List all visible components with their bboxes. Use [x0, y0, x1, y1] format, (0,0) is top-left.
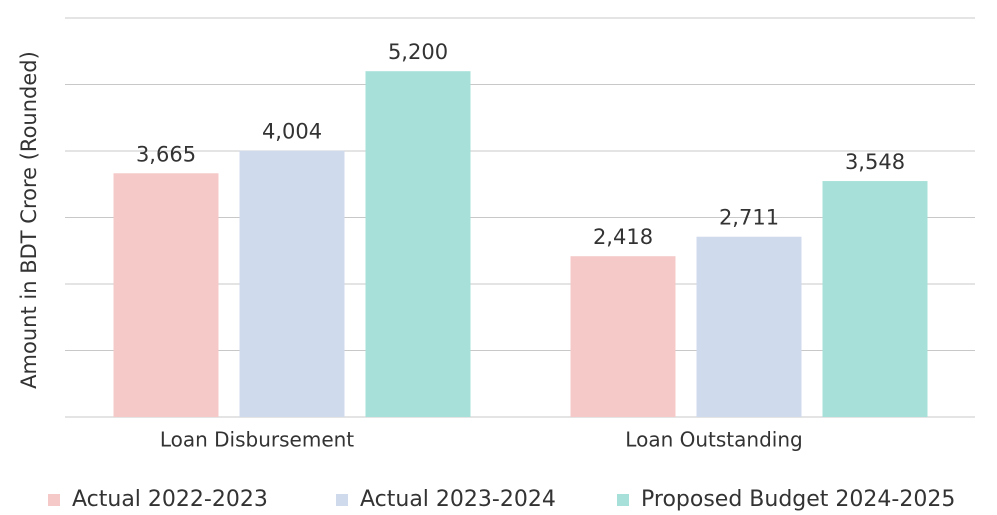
legend-label: Actual 2023-2024	[360, 487, 556, 512]
bar	[365, 71, 471, 417]
legend-swatch	[617, 494, 629, 506]
value-label: 3,665	[136, 142, 196, 166]
bar	[822, 181, 928, 417]
legend-swatch	[48, 494, 60, 506]
legend-label: Proposed Budget 2024-2025	[641, 487, 955, 512]
x-tick-label: Loan Disbursement	[160, 428, 354, 452]
value-label: 5,200	[388, 40, 448, 64]
legend-swatch	[336, 494, 348, 506]
y-axis-label: Amount in BDT Crore (Rounded)	[17, 51, 41, 389]
legend-label: Actual 2022-2023	[72, 487, 268, 512]
value-label: 2,711	[719, 206, 779, 230]
bar	[696, 236, 802, 417]
x-tick-label: Loan Outstanding	[625, 428, 802, 452]
value-label: 4,004	[262, 120, 322, 144]
bar	[570, 256, 676, 417]
value-label: 2,418	[593, 225, 653, 249]
bar	[113, 173, 219, 417]
bar	[239, 150, 345, 417]
value-label: 3,548	[845, 150, 905, 174]
